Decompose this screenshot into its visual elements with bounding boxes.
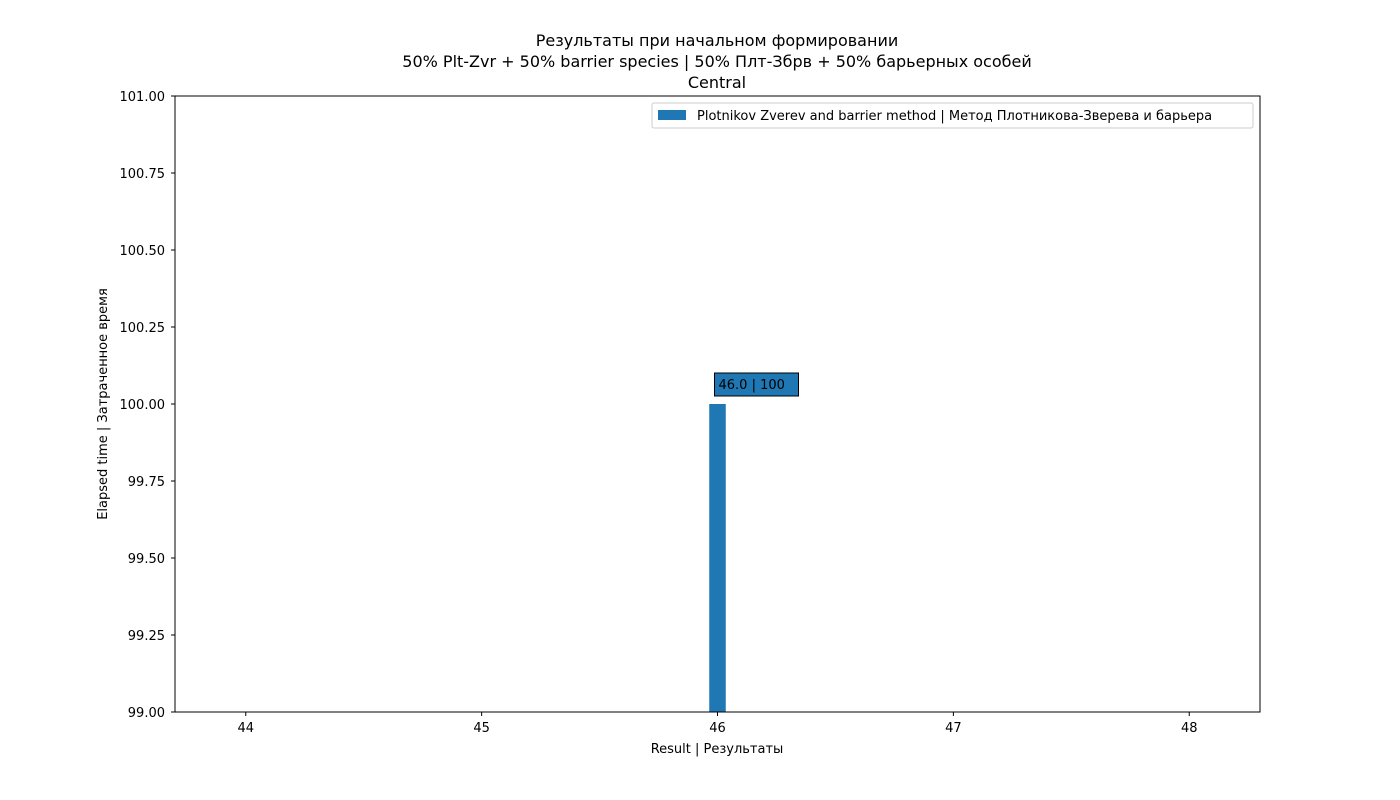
x-axis-label: Result | Результаты — [651, 742, 784, 757]
legend: Plotnikov Zverev and barrier method | Ме… — [651, 102, 1254, 129]
y-tick-label: 99.00 — [128, 706, 165, 721]
chart-title-line-1: Результаты при начальном формировании — [536, 31, 899, 50]
y-axis-ticks: 99.00 99.25 99.50 99.75 100.00 100.25 100.50 10… — [120, 90, 175, 721]
x-tick-label: 44 — [237, 721, 254, 736]
chart-title-line-2: 50% Plt-Zvr + 50% barrier species | 50% … — [402, 52, 1031, 71]
y-axis-label: Elapsed time | Затраченное время — [96, 288, 111, 520]
x-tick-label: 47 — [945, 721, 962, 736]
bars-layer — [709, 404, 726, 712]
x-tick-label: 48 — [1181, 721, 1198, 736]
legend-entry-label: Plotnikov Zverev and barrier method | Ме… — [697, 109, 1212, 124]
bar-annotations: 46.0 | 100 — [714, 372, 799, 397]
x-tick-label: 46 — [709, 721, 726, 736]
x-tick-label: 45 — [473, 721, 490, 736]
chart-title-line-3: Central — [688, 73, 746, 92]
chart-title: Результаты при начальном формировании 50… — [402, 31, 1031, 92]
legend-frame — [651, 102, 1254, 129]
data-label-box — [714, 372, 799, 397]
data-label: 46.0 | 100 — [719, 378, 785, 393]
y-tick-label: 99.25 — [128, 629, 165, 644]
y-tick-label: 100.75 — [120, 167, 166, 182]
y-tick-label: 100.25 — [120, 321, 166, 336]
y-tick-label: 100.50 — [120, 244, 166, 259]
y-tick-label: 99.75 — [128, 475, 165, 490]
legend-swatch — [658, 110, 686, 120]
y-tick-label: 101.00 — [120, 90, 166, 105]
y-tick-label: 99.50 — [128, 552, 165, 567]
x-axis-ticks: 44 45 46 47 48 — [237, 712, 1198, 736]
bar — [709, 404, 726, 712]
y-tick-label: 100.00 — [120, 398, 166, 413]
